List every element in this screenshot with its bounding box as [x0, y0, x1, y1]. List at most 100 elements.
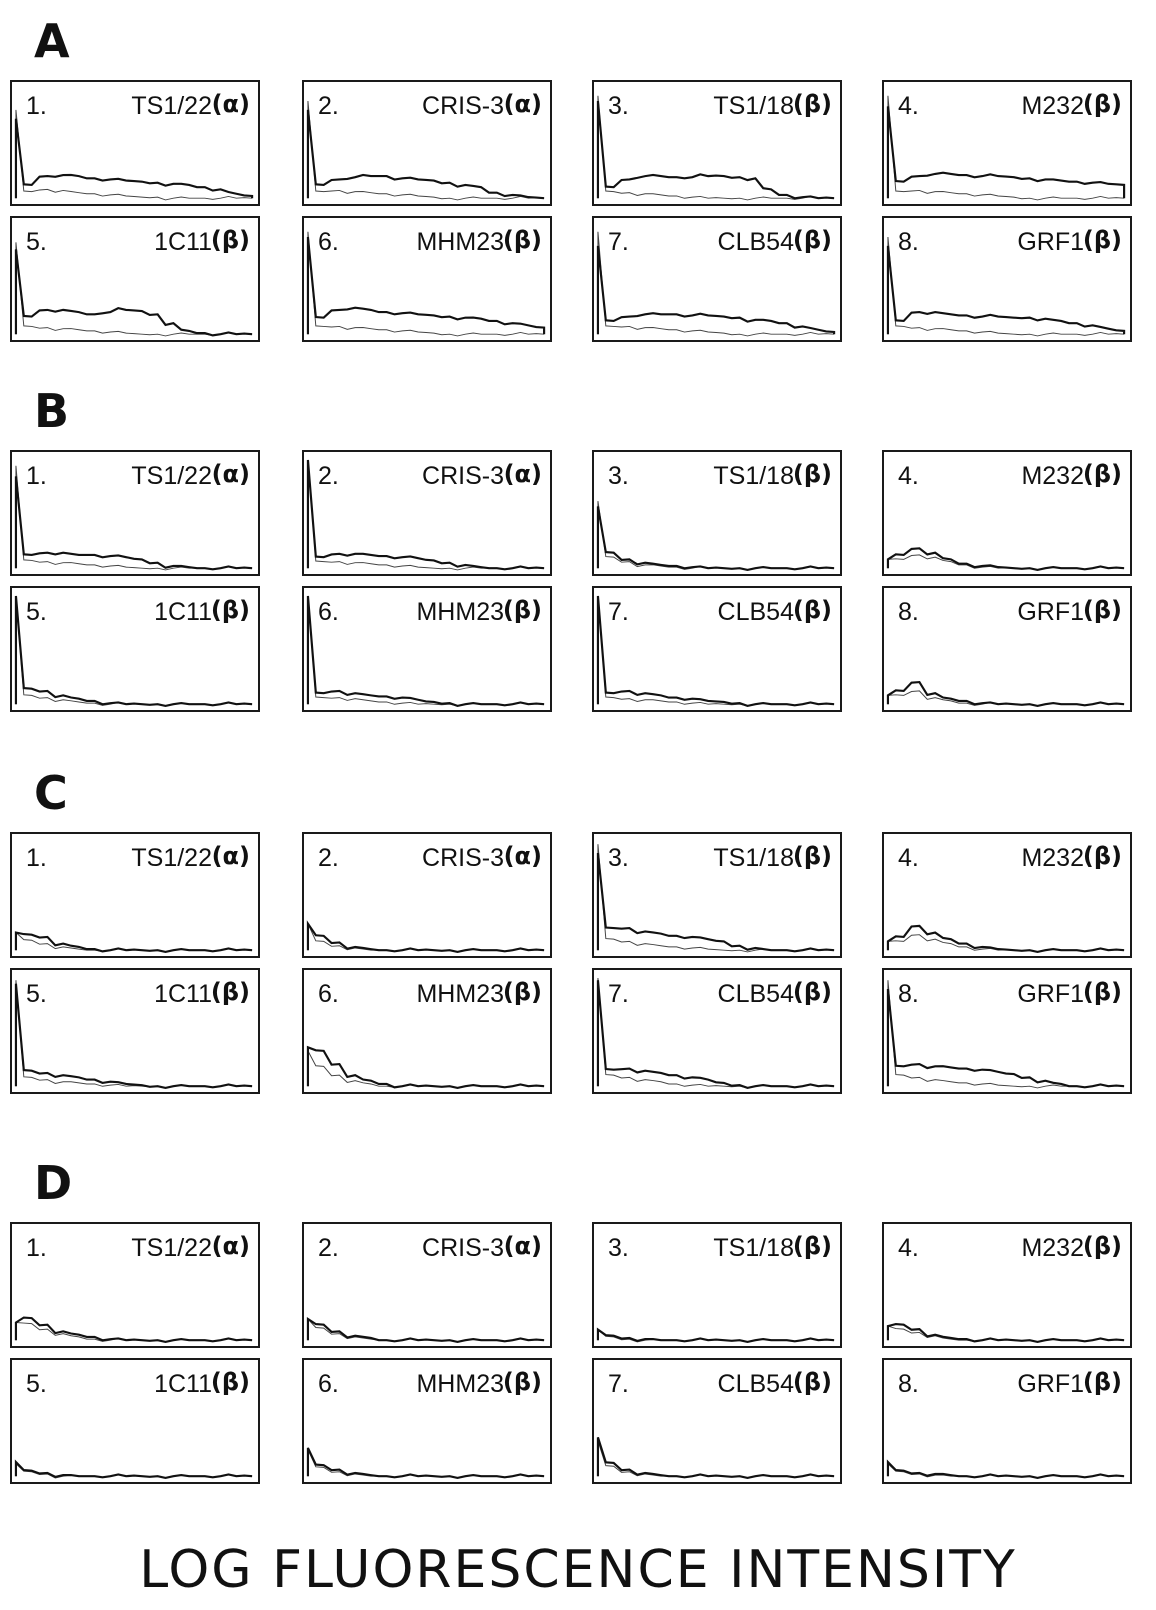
stained-histogram-line [596, 595, 835, 708]
subunit-label: (β) [792, 842, 832, 870]
panel-label: 5. 1C11 (β) [12, 1368, 258, 1402]
antibody-name: TS1/18 [713, 1234, 794, 1262]
control-histogram-line [15, 109, 253, 201]
panel-label: 1. TS1/22 (α) [12, 460, 258, 494]
stained-histogram-line [596, 1327, 835, 1344]
panel-label: 5. 1C11 (β) [12, 978, 258, 1012]
stained-histogram-line [886, 1459, 1125, 1480]
stained-histogram-line [14, 118, 254, 199]
panel-number: 4. [898, 92, 919, 120]
histogram-panel-b-1: 1. TS1/22 (α) [10, 450, 260, 576]
antibody-name: TS1/18 [713, 462, 794, 490]
subunit-label: (β) [1082, 596, 1122, 624]
panel-number: 1. [26, 92, 47, 120]
antibody-name: GRF1 [1017, 598, 1084, 626]
histogram-panel-b-6: 6. MHM23 (β) [302, 586, 552, 712]
panel-label: 3. TS1/18 (β) [594, 460, 840, 494]
histogram-panel-c-4: 4. M232 (β) [882, 832, 1132, 958]
stained-histogram-line [14, 983, 253, 1090]
panel-label: 7. CLB54 (β) [594, 978, 840, 1012]
stained-histogram-line [886, 1323, 1125, 1344]
panel-number: 2. [318, 462, 339, 490]
histogram-panel-b-3: 3. TS1/18 (β) [592, 450, 842, 576]
section-letter-c: C [34, 766, 68, 820]
stained-histogram-line [14, 249, 253, 337]
histogram-panel-b-7: 7. CLB54 (β) [592, 586, 842, 712]
panel-number: 5. [26, 228, 47, 256]
panel-number: 3. [608, 1234, 629, 1262]
subunit-label: (β) [502, 226, 542, 254]
antibody-name: M232 [1021, 462, 1084, 490]
stained-histogram-line [886, 547, 1125, 572]
panel-number: 6. [318, 1370, 339, 1398]
subunit-label: (β) [1082, 90, 1122, 118]
subunit-label: (β) [210, 226, 250, 254]
subunit-label: (α) [503, 842, 542, 870]
stained-histogram-line [306, 109, 545, 200]
subunit-label: (α) [211, 90, 250, 118]
histogram-panel-b-5: 5. 1C11 (β) [10, 586, 260, 712]
control-histogram-line [597, 95, 835, 201]
histogram-panel-c-6: 6. MHM23 (β) [302, 968, 552, 1094]
antibody-name: CLB54 [717, 980, 794, 1008]
stained-histogram-line [886, 245, 1126, 335]
x-axis-label: LOG FLUORESCENCE INTENSITY [139, 1540, 1017, 1600]
panel-label: 6. MHM23 (β) [304, 1368, 550, 1402]
control-histogram-line [887, 95, 1125, 201]
stained-histogram-line [886, 924, 1125, 954]
panel-label: 3. TS1/18 (β) [594, 90, 840, 124]
antibody-name: M232 [1021, 1234, 1084, 1262]
histogram-panel-d-3: 3. TS1/18 (β) [592, 1222, 842, 1348]
histogram-panel-d-1: 1. TS1/22 (α) [10, 1222, 260, 1348]
section-letter-b: B [34, 384, 70, 438]
subunit-label: (α) [503, 1232, 542, 1260]
antibody-name: CLB54 [717, 1370, 794, 1398]
subunit-label: (β) [210, 596, 250, 624]
panel-label: 6. MHM23 (β) [304, 596, 550, 630]
control-histogram-line [307, 923, 545, 953]
histogram-plot [306, 1447, 545, 1480]
panel-number: 4. [898, 462, 919, 490]
panel-number: 3. [608, 92, 629, 120]
panel-label: 4. M232 (β) [884, 90, 1130, 124]
panel-number: 8. [898, 980, 919, 1008]
subunit-label: (α) [503, 460, 542, 488]
antibody-name: MHM23 [416, 598, 504, 626]
panel-label: 6. MHM23 (β) [304, 226, 550, 260]
histogram-plot [886, 95, 1126, 201]
panel-number: 2. [318, 1234, 339, 1262]
panel-number: 4. [898, 844, 919, 872]
stained-histogram-line [886, 106, 1126, 199]
histogram-panel-d-8: 8. GRF1 (β) [882, 1358, 1132, 1484]
histogram-plot [886, 547, 1125, 572]
histogram-plot [596, 501, 835, 572]
histogram-panel-c-5: 5. 1C11 (β) [10, 968, 260, 1094]
panel-label: 7. CLB54 (β) [594, 226, 840, 260]
panel-number: 3. [608, 462, 629, 490]
antibody-name: 1C11 [154, 980, 212, 1008]
subunit-label: (β) [502, 596, 542, 624]
histogram-plot [14, 465, 253, 571]
histogram-plot [886, 1323, 1125, 1344]
subunit-label: (β) [210, 978, 250, 1006]
histogram-panel-c-7: 7. CLB54 (β) [592, 968, 842, 1094]
histogram-plot [596, 231, 836, 337]
histogram-plot [596, 95, 835, 201]
panel-label: 7. CLB54 (β) [594, 596, 840, 630]
stained-histogram-line [306, 1045, 545, 1090]
subunit-label: (β) [792, 90, 832, 118]
panel-label: 1. TS1/22 (α) [12, 1232, 258, 1266]
panel-label: 7. CLB54 (β) [594, 1368, 840, 1402]
histogram-panel-d-4: 4. M232 (β) [882, 1222, 1132, 1348]
antibody-name: CRIS-3 [422, 1234, 504, 1262]
antibody-name: TS1/18 [713, 92, 794, 120]
antibody-name: TS1/22 [131, 462, 212, 490]
subunit-label: (β) [792, 1368, 832, 1396]
stained-histogram-line [306, 595, 545, 708]
subunit-label: (β) [502, 1368, 542, 1396]
antibody-name: 1C11 [154, 1370, 212, 1398]
antibody-name: CRIS-3 [422, 844, 504, 872]
histogram-panel-a-3: 3. TS1/18 (β) [592, 80, 842, 206]
histogram-plot [306, 595, 545, 708]
panel-label: 4. M232 (β) [884, 842, 1130, 876]
